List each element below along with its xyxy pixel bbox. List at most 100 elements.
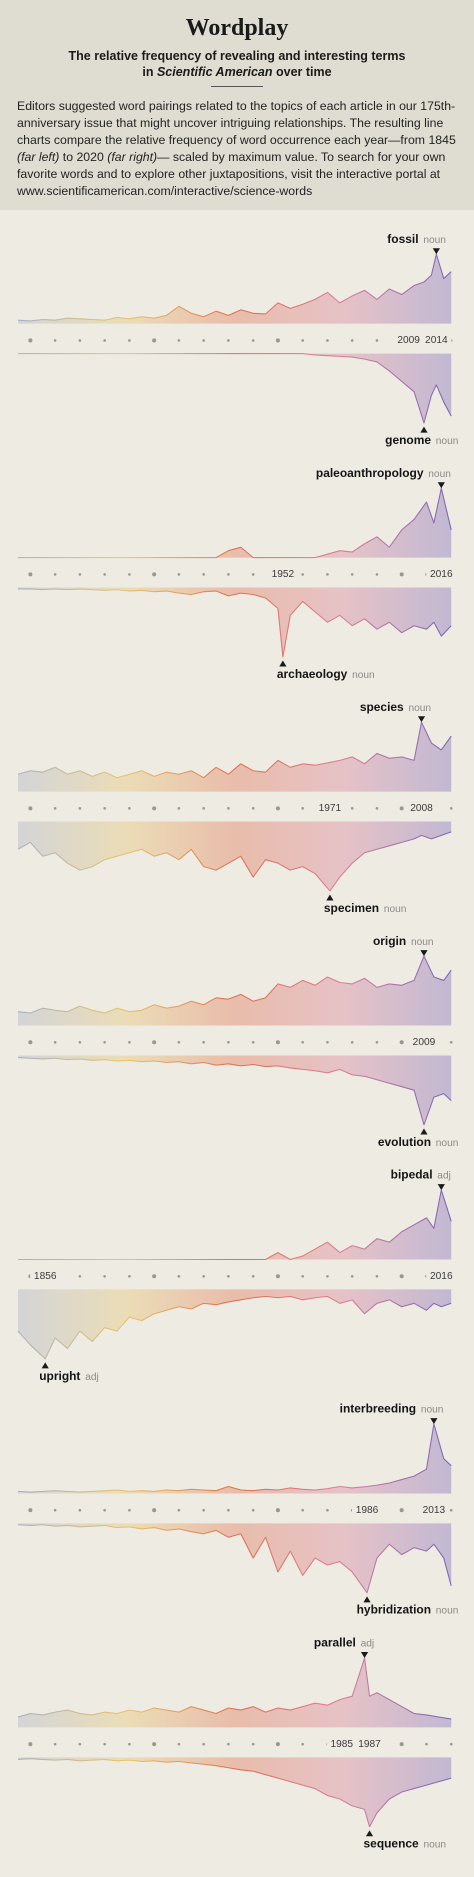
tick-dot [375, 1274, 379, 1278]
tick-dot [301, 807, 304, 810]
tick-dot [128, 1274, 131, 1278]
peak-marker [41, 1362, 49, 1369]
header: Wordplay The relative frequency of revea… [0, 0, 474, 210]
part-of-speech: noun [423, 1839, 446, 1850]
area [18, 488, 452, 558]
tick-dot [128, 1508, 131, 1512]
area [18, 1190, 452, 1260]
tick-dot [202, 1040, 205, 1044]
series-name: hybridization [357, 1603, 431, 1617]
tick-dot [251, 1508, 255, 1512]
series-name: bipedal [391, 1168, 433, 1182]
tick-dot [399, 1742, 404, 1747]
series-name: fossil [387, 232, 418, 246]
part-of-speech: noun [421, 1404, 444, 1415]
line [17, 721, 452, 779]
tick-dot [177, 1274, 181, 1278]
peak-marker [279, 660, 287, 667]
subtitle-text: Scientific American [156, 65, 273, 79]
intro-text: (far left) [17, 150, 60, 164]
tick-dot [449, 807, 453, 810]
tick-dot [177, 339, 181, 342]
line [17, 831, 452, 892]
area [18, 353, 452, 424]
peak-marker [365, 1830, 374, 1837]
intro: Editors suggested word pairings related … [17, 98, 457, 200]
tick-dot [399, 1040, 404, 1045]
tick-dot [128, 339, 131, 342]
tick-dot [103, 1274, 106, 1278]
tick-dot [152, 806, 157, 811]
label-backdrop [421, 333, 452, 348]
tick-dot [177, 1040, 181, 1044]
series-label: evolution noun [378, 1135, 459, 1149]
tick-dot [128, 1742, 131, 1746]
series-label: parallel adj [314, 1636, 374, 1650]
tick-dot [350, 807, 354, 810]
tick-dot [251, 1274, 255, 1278]
series-label: paleoanthropology noun [316, 466, 451, 480]
area [18, 587, 452, 657]
year-label: 2008 [410, 803, 433, 814]
series-name: sequence [364, 1837, 419, 1851]
tick-dot [425, 1742, 428, 1746]
tick-dot [301, 339, 304, 342]
tick-dot [326, 573, 329, 576]
tick-dot [103, 339, 106, 342]
title: Wordplay [185, 15, 289, 41]
intro-text: (far right) [107, 150, 158, 164]
tick-dot [227, 1040, 230, 1044]
tick-dot [202, 1274, 205, 1278]
year-label: 1856 [34, 1271, 57, 1282]
area [18, 1757, 452, 1827]
series-label: sequence noun [364, 1837, 447, 1851]
tick-dot [399, 1508, 404, 1513]
tick-dot [375, 573, 379, 576]
line [17, 253, 452, 322]
year-label: 1987 [358, 1739, 381, 1750]
part-of-speech: noun [384, 904, 407, 915]
part-of-speech: noun [436, 1138, 459, 1149]
line [17, 955, 452, 1014]
tick-dot [202, 1508, 205, 1512]
series-name: upright [39, 1369, 80, 1383]
tick-dot [350, 1274, 354, 1278]
tick-dot [177, 573, 181, 576]
tick-dot [449, 1040, 453, 1044]
year-label: 1971 [319, 803, 342, 814]
tick-dot [301, 573, 304, 576]
intro-text: Editors suggested word pairings related … [17, 99, 456, 147]
tick-dot [28, 572, 33, 577]
year-label: 2009 [397, 335, 420, 346]
tick-dot [28, 1040, 33, 1045]
part-of-speech: adj [361, 1638, 375, 1649]
label-backdrop [418, 1503, 449, 1518]
label-backdrop [314, 801, 345, 816]
series-name: archaeology [277, 667, 348, 681]
tick-dot [375, 807, 379, 810]
subtitle-text: The relative frequency of revealing and … [68, 49, 406, 63]
line [17, 1758, 452, 1828]
label-backdrop [326, 1736, 357, 1752]
tick-dot [301, 1508, 304, 1512]
tick-dot [275, 806, 280, 811]
tick-dot [275, 338, 280, 343]
label-backdrop [30, 1269, 61, 1284]
label-backdrop [393, 333, 424, 348]
tick-dot [177, 807, 181, 810]
area [18, 1658, 452, 1728]
subtitle-text: in [142, 65, 154, 79]
tick-dot [399, 806, 404, 811]
part-of-speech: noun [436, 1605, 459, 1616]
tick-dot [399, 1274, 404, 1279]
peak-marker [326, 894, 334, 901]
tick-dot [152, 1040, 157, 1045]
series-label: genome noun [385, 433, 458, 447]
tick-dot [202, 807, 205, 810]
series-label: species noun [360, 700, 431, 714]
line [17, 1057, 452, 1126]
year-label: 2016 [430, 569, 453, 580]
tick-dot [78, 1274, 82, 1278]
line [17, 1295, 452, 1360]
